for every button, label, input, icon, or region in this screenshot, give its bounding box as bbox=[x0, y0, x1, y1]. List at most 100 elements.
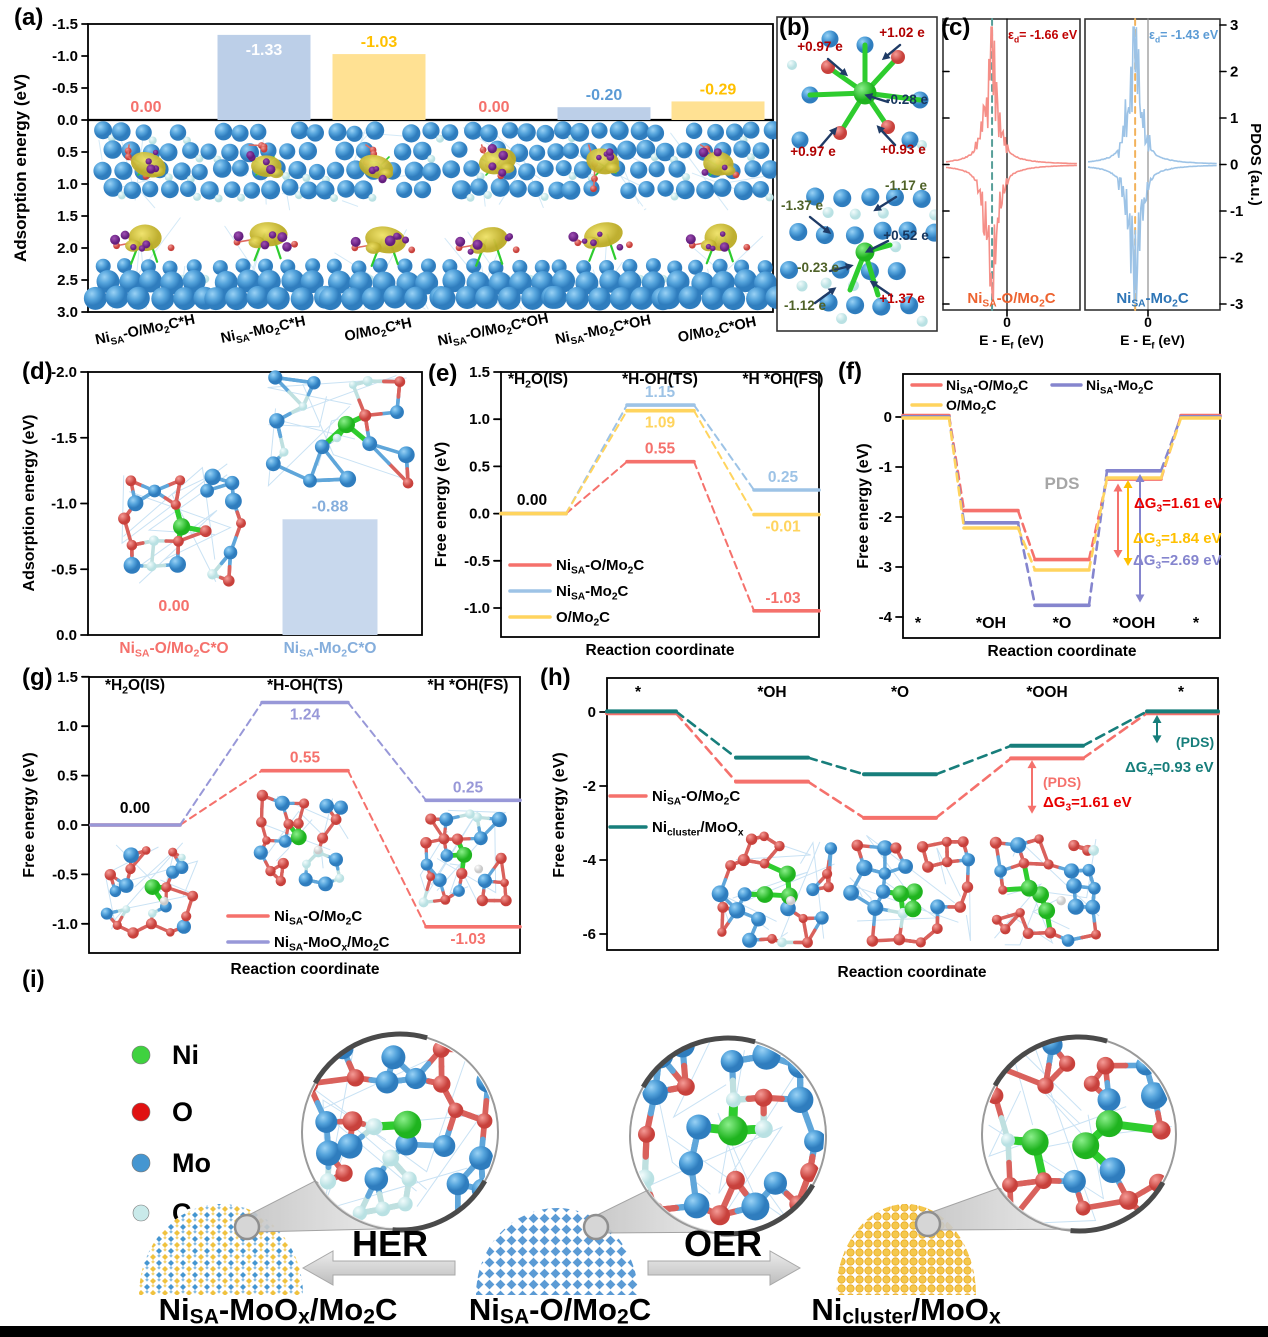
y-tick-label: 1.0 bbox=[57, 718, 78, 735]
panel-label-a: (a) bbox=[14, 4, 44, 31]
x-category-label: NiSA-O/Mo2C*H bbox=[94, 312, 197, 351]
molecular-structure-inset bbox=[711, 831, 838, 948]
x-axis-title: Reaction coordinate bbox=[838, 964, 987, 981]
level-value-label: 0.55 bbox=[290, 750, 321, 767]
y-tick-label: -0.5 bbox=[51, 561, 77, 578]
y-tick-label: 0.0 bbox=[469, 506, 490, 523]
panel-label-b: (b) bbox=[779, 14, 810, 41]
charge-label: +0.52 e bbox=[883, 228, 929, 243]
structure-name-label: Nicluster/MoOx bbox=[811, 1292, 1001, 1329]
panel-label-d: (d) bbox=[22, 358, 53, 385]
legend-entry-label: O/Mo2C bbox=[556, 609, 610, 629]
legend-entry-label: O/Mo2C bbox=[946, 397, 996, 417]
charge-label: -0.28 e bbox=[886, 92, 929, 107]
bar-value-label: -0.20 bbox=[586, 87, 623, 104]
initial-value-label: 0.00 bbox=[517, 492, 547, 509]
y-tick-label: -1 bbox=[879, 459, 892, 476]
y-tick-label: 1.5 bbox=[57, 669, 78, 686]
legend-entry-label: NiSA-O/Mo2C bbox=[556, 557, 644, 577]
magnifier-spot bbox=[233, 1213, 261, 1241]
y-tick-label: 0.5 bbox=[57, 768, 78, 785]
x-tick-label: 0 bbox=[1003, 314, 1011, 330]
ed-annotation: εd= -1.66 eV bbox=[1008, 28, 1078, 45]
y-axis-title: Free energy (eV) bbox=[855, 443, 872, 568]
y-tick-label: 0 bbox=[1230, 157, 1238, 174]
legend-entry-label: NiSA-O/Mo2C bbox=[946, 377, 1028, 397]
level-value-label: -1.03 bbox=[765, 590, 801, 607]
stage-header-label: * bbox=[915, 615, 922, 632]
molecular-structure-inset bbox=[100, 842, 199, 939]
panel-e-her-energy-diagram: 1.5 1.0 0.5 0.0 -0.5 -1.0 Free energy (eV) 0.55… bbox=[433, 364, 823, 659]
structure-name-label: NiSA-MoOx/Mo2C bbox=[159, 1292, 398, 1329]
x-category-label: NiSA-Mo2C*OH bbox=[554, 312, 653, 350]
y-tick-label: -0.5 bbox=[464, 553, 490, 570]
her-arrow-label: HER bbox=[352, 1223, 428, 1264]
y-axis-title: Adsorption energy (eV) bbox=[11, 74, 30, 262]
y-tick-label: -1.0 bbox=[51, 496, 77, 513]
level-value-label: 0.25 bbox=[453, 779, 484, 796]
panel-f-oer-energy-diagram: 0 -1 -2 -3 -4 Free energy (eV) PDS ΔG3=1.61 eV Δ… bbox=[855, 373, 1223, 660]
molecular-structure-inset bbox=[253, 789, 349, 892]
dg-annotation: ΔG3=1.61 eV bbox=[1134, 495, 1223, 515]
bar-value-label: 0.00 bbox=[158, 598, 189, 615]
y-tick-label: 0.0 bbox=[56, 627, 77, 644]
subplot-name-label: NiSA-Mo2C bbox=[1116, 290, 1188, 310]
y-tick-label: 3.0 bbox=[57, 304, 78, 321]
subplot-name-label: NiSA-O/Mo2C bbox=[967, 290, 1055, 310]
y-axis-title: PDOS (a.u.) bbox=[1247, 123, 1264, 206]
legend-entry-label: Nicluster/MoOx bbox=[652, 819, 744, 839]
bar-value-label: 0.00 bbox=[130, 99, 161, 116]
y-axis-title: Adsorption energy (eV) bbox=[21, 415, 38, 592]
molecular-structure-inset bbox=[989, 834, 1101, 947]
legend-entry-label: NiSA-Mo2C bbox=[1086, 377, 1154, 397]
panel-label-e: (e) bbox=[428, 360, 458, 387]
charge-label: -1.37 e bbox=[781, 198, 824, 213]
charge-label: -1.12 e bbox=[784, 298, 827, 313]
y-tick-label: -3 bbox=[1230, 296, 1243, 313]
magnifier-spot bbox=[914, 1210, 942, 1238]
y-tick-label: -0.5 bbox=[52, 80, 78, 97]
y-tick-label: 1.0 bbox=[57, 176, 78, 193]
y-tick-label: 0 bbox=[884, 409, 892, 426]
pds-label: PDS bbox=[1045, 474, 1080, 493]
y-tick-label: 0.0 bbox=[57, 817, 78, 834]
stage-header-label: * bbox=[1178, 684, 1185, 701]
y-tick-label: 3 bbox=[1230, 17, 1238, 34]
y-tick-label: 1.5 bbox=[469, 364, 490, 381]
charge-density-top-view bbox=[441, 121, 566, 209]
legend-entry-label: NiSA-O/Mo2C bbox=[652, 788, 740, 808]
charge-density-side-view bbox=[543, 222, 675, 311]
y-tick-label: -4 bbox=[583, 852, 597, 869]
y-tick-label: 2 bbox=[1230, 64, 1238, 81]
charge-density-side-view bbox=[657, 223, 780, 311]
y-tick-label: -1.5 bbox=[52, 16, 78, 33]
panel-a-adsorption-bar-chart: -1.5 -1.0 -0.5 0.0 0.5 1.0 1.5 2.0 2.5 3.0 Adsorpt… bbox=[11, 16, 780, 351]
molecular-structure-inset bbox=[843, 834, 975, 948]
dg-annotation: ΔG3=1.84 eV bbox=[1133, 530, 1222, 550]
bar-value-label: -0.29 bbox=[700, 81, 737, 98]
legend-entry-label: NiSA-O/Mo2C bbox=[274, 908, 362, 928]
dg-annotation: ΔG4=0.93 eV bbox=[1125, 759, 1214, 779]
charge-label: +0.93 e bbox=[880, 142, 926, 157]
y-axis-title: Free energy (eV) bbox=[551, 752, 568, 877]
y-tick-label: -0.5 bbox=[52, 866, 78, 883]
y-tick-label: 1.0 bbox=[469, 411, 490, 428]
oer-arrow-label: OER bbox=[684, 1223, 762, 1264]
x-axis-title: E - Ef (eV) bbox=[979, 332, 1044, 352]
molecular-structure-inset bbox=[118, 463, 246, 587]
level-value-label: 1.15 bbox=[645, 384, 676, 401]
charge-density-side-view bbox=[83, 217, 217, 311]
panel-h-oer-energy-diagram: 0 -2 -4 -6 Free energy (eV) * *OH *O *OOH * NiSA-O… bbox=[551, 677, 1220, 981]
legend-entry-label: NiSA-Mo2C bbox=[556, 583, 628, 603]
y-tick-label: 0.5 bbox=[57, 144, 78, 161]
dg-annotation: ΔG3=2.69 eV bbox=[1133, 552, 1222, 572]
y-tick-label: 1.5 bbox=[57, 208, 78, 225]
panel-label-c: (c) bbox=[941, 14, 971, 41]
stage-header-label: * bbox=[1193, 615, 1200, 632]
panel-b-charge-structure: +0.97 e +1.02 e -0.28 e +0.97 e +0.93 e -1.17… bbox=[776, 16, 938, 332]
level-value-label: 0.25 bbox=[768, 469, 799, 486]
charge-label: -0.23 e bbox=[797, 260, 840, 275]
stage-header-label: *OOH bbox=[1026, 684, 1067, 701]
atom-legend-label: Mo bbox=[172, 1148, 211, 1178]
